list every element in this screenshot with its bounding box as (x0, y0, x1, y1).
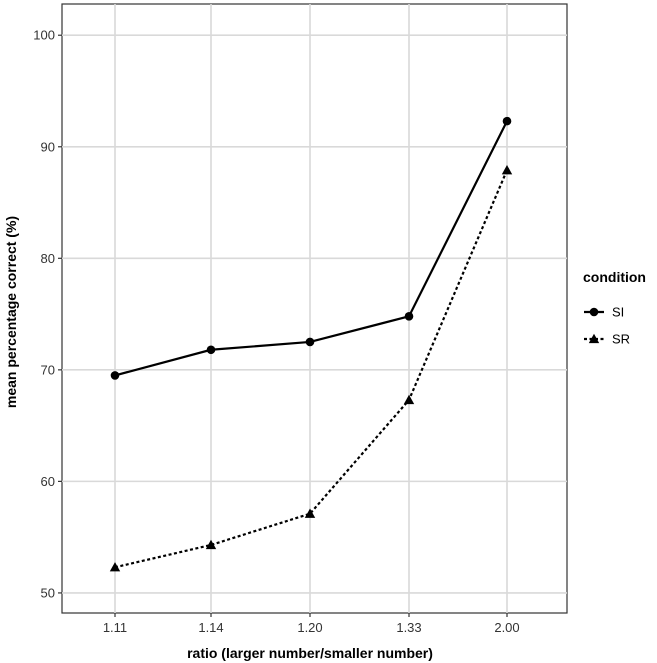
point-sr-1-20 (304, 508, 316, 518)
legend-item-si: SI (584, 305, 624, 320)
legend-items: SI SR (584, 305, 630, 347)
point-sr-1-14 (205, 539, 217, 550)
point-sr-1-33 (403, 394, 415, 405)
y-tick-label-50: 50 (41, 585, 55, 600)
legend: condition SI SR (583, 269, 646, 347)
point-sr-1-11 (109, 562, 121, 572)
grid-lines (62, 4, 567, 613)
point-si-1-14 (206, 345, 216, 355)
point-si-1-33 (404, 312, 414, 321)
point-si-1-11 (110, 371, 120, 380)
series-line-sr (114, 169, 509, 569)
legend-item-sr: SR (584, 332, 630, 347)
x-tick-label-1-20: 1.20 (297, 620, 322, 635)
x-tick-label-1-33: 1.33 (396, 620, 421, 635)
legend-label-sr: SR (612, 332, 630, 347)
point-si-1-20 (305, 337, 315, 347)
x-axis-title: ratio (larger number/smaller number) (187, 645, 433, 661)
data-series (109, 116, 513, 572)
point-si-2-00 (502, 116, 512, 126)
series-si (110, 116, 512, 380)
legend-key-marker-sr (588, 333, 600, 344)
y-tick-label-90: 90 (41, 139, 55, 154)
legend-label-si: SI (612, 305, 624, 320)
x-tick-label-1-14: 1.14 (198, 620, 223, 635)
legend-key-marker-si (589, 307, 599, 317)
y-tick-label-60: 60 (41, 474, 55, 489)
y-tick-label-80: 80 (41, 251, 55, 266)
series-sr (109, 164, 513, 572)
y-tick-label-70: 70 (41, 362, 55, 377)
legend-title: condition (583, 269, 646, 285)
y-axis-title: mean percentage correct (%) (3, 216, 19, 408)
plot-panel (61, 3, 568, 614)
x-tick-label-2-00: 2.00 (494, 620, 519, 635)
point-sr-2-00 (501, 164, 513, 175)
y-tick-label-100: 100 (33, 28, 55, 43)
x-tick-label-1-11: 1.11 (103, 620, 127, 635)
axes: 50 60 70 80 90 100 1.11 1.14 1.20 1.33 2.00 (33, 28, 519, 635)
